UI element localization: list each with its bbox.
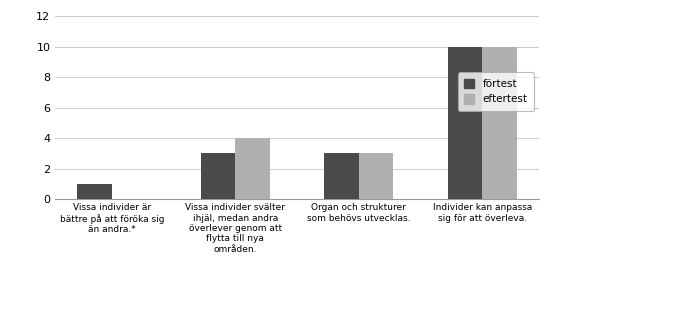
Bar — [482, 47, 517, 199]
Bar — [448, 47, 482, 199]
Bar — [324, 153, 359, 199]
Bar — [77, 184, 112, 199]
Legend: förtest, eftertest: förtest, eftertest — [457, 73, 533, 111]
Bar — [201, 153, 236, 199]
Bar — [236, 138, 270, 199]
Bar — [359, 153, 393, 199]
